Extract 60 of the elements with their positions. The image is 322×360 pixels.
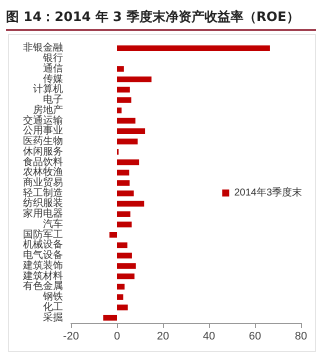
x-tick-label: 60 [248, 330, 262, 342]
bar [117, 45, 270, 52]
bar [117, 97, 132, 103]
y-tick-label: 化工 [43, 300, 63, 313]
bar [117, 263, 136, 269]
y-tick-label: 商业贸易 [23, 176, 63, 188]
y-tick-label: 钢铁 [42, 290, 63, 303]
x-tick-label: 20 [156, 330, 170, 342]
y-tick-label: 医药生物 [23, 135, 63, 148]
bar [117, 86, 130, 93]
y-tick-label: 非银金融 [23, 42, 63, 54]
bar [117, 138, 138, 144]
y-tick-label: 计算机 [33, 83, 63, 96]
y-tick-label: 轻工制造 [23, 186, 63, 199]
bar [117, 273, 134, 280]
y-tick-label: 食品饮料 [23, 156, 63, 168]
y-tick-label: 休闲服务 [23, 145, 63, 158]
x-tick-label: 80 [294, 330, 308, 342]
bar [117, 180, 130, 186]
y-tick-label: 有色金属 [23, 280, 63, 292]
bar [117, 211, 130, 217]
y-tick-label: 电子 [43, 94, 63, 106]
bar [117, 76, 152, 82]
y-tick-label: 建筑装饰 [22, 259, 63, 272]
y-tick-label: 公用事业 [23, 124, 63, 137]
y-tick-label: 传媒 [43, 74, 63, 85]
x-tick-label: 0 [114, 330, 120, 342]
bar [117, 284, 125, 290]
y-tick-label: 纺织服装 [23, 197, 63, 210]
bar [117, 252, 132, 258]
bar [117, 170, 130, 176]
bar [117, 222, 132, 228]
y-tick-label: 建筑材料 [22, 270, 63, 282]
bar [117, 159, 140, 166]
bar [103, 314, 117, 321]
bar [117, 242, 128, 248]
y-tick-label: 机械设备 [23, 238, 63, 251]
y-tick-label: 银行 [42, 53, 63, 64]
y-tick-label: 国防军工 [23, 228, 63, 240]
y-tick-label: 通信 [43, 62, 63, 74]
y-tick-label: 农林牧渔 [23, 166, 63, 178]
bar [117, 118, 136, 124]
bar [117, 66, 124, 72]
y-tick-label: 汽车 [43, 218, 63, 230]
y-tick-label: 家用电器 [23, 208, 63, 220]
y-tick-label: 房地产 [33, 104, 63, 116]
legend-label: 2014年3季度末 [234, 186, 302, 198]
bar [117, 294, 124, 300]
bar [117, 108, 122, 114]
y-tick-label: 交通运输 [23, 114, 63, 126]
bar [109, 232, 117, 238]
y-tick-label: 电气设备 [23, 249, 63, 262]
y-tick-label: 采掘 [43, 311, 63, 324]
x-tick-label: -20 [63, 330, 79, 342]
bar [117, 304, 128, 310]
bar [117, 190, 134, 196]
bar [117, 128, 146, 134]
x-tick-label: 40 [202, 330, 216, 342]
bar [117, 200, 144, 207]
chart-title: 图 14：2014 年 3 季度末净资产收益率（ROE） [6, 8, 316, 31]
